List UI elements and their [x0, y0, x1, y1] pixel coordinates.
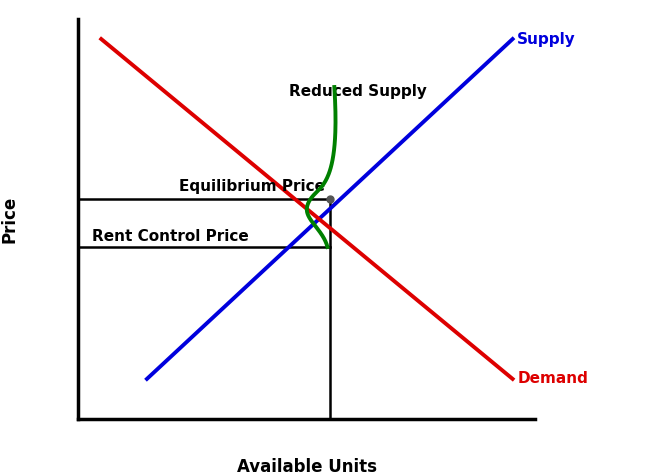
Text: Reduced Supply: Reduced Supply: [289, 83, 426, 99]
Text: Supply: Supply: [517, 31, 576, 47]
Text: Rent Control Price: Rent Control Price: [92, 229, 249, 245]
Text: Available Units: Available Units: [237, 458, 377, 476]
Text: Equilibrium Price: Equilibrium Price: [179, 179, 325, 195]
Text: Price: Price: [1, 195, 19, 243]
Text: Demand: Demand: [517, 371, 588, 387]
